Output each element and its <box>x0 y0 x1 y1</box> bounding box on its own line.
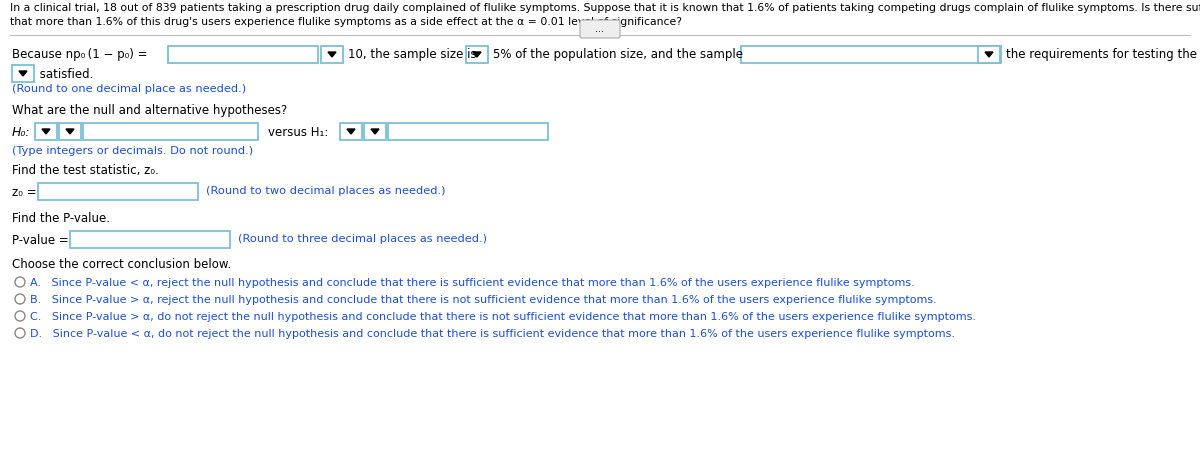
FancyBboxPatch shape <box>70 231 230 248</box>
Circle shape <box>14 328 25 338</box>
FancyBboxPatch shape <box>364 123 386 140</box>
FancyBboxPatch shape <box>978 46 1000 63</box>
FancyBboxPatch shape <box>388 123 548 140</box>
Text: Choose the correct conclusion below.: Choose the correct conclusion below. <box>12 258 232 271</box>
Text: In a clinical trial, 18 out of 839 patients taking a prescription drug daily com: In a clinical trial, 18 out of 839 patie… <box>10 3 1200 13</box>
Text: 10, the sample size is: 10, the sample size is <box>348 48 476 61</box>
FancyBboxPatch shape <box>38 183 198 200</box>
Text: the requirements for testing the hypothesis: the requirements for testing the hypothe… <box>1006 48 1200 61</box>
Text: P-value =: P-value = <box>12 234 68 247</box>
Polygon shape <box>19 71 28 76</box>
Polygon shape <box>347 129 355 134</box>
Polygon shape <box>371 129 379 134</box>
FancyBboxPatch shape <box>168 46 318 63</box>
Text: ...: ... <box>595 24 605 34</box>
Text: Because np₀ (1 − p₀) =: Because np₀ (1 − p₀) = <box>12 48 148 61</box>
Text: (Round to one decimal place as needed.): (Round to one decimal place as needed.) <box>12 84 246 94</box>
Text: Find the P-value.: Find the P-value. <box>12 212 110 225</box>
Polygon shape <box>328 52 336 57</box>
Text: What are the null and alternative hypotheses?: What are the null and alternative hypoth… <box>12 104 287 117</box>
FancyBboxPatch shape <box>12 65 34 82</box>
FancyBboxPatch shape <box>83 123 258 140</box>
Text: versus H₁:: versus H₁: <box>268 126 329 139</box>
Text: that more than 1.6% of this drug's users experience flulike symptoms as a side e: that more than 1.6% of this drug's users… <box>10 17 682 27</box>
Text: satisfied.: satisfied. <box>36 68 94 81</box>
Text: H₀:: H₀: <box>12 126 31 139</box>
FancyBboxPatch shape <box>35 123 58 140</box>
Polygon shape <box>985 52 994 57</box>
Text: A.   Since P-value < α, reject the null hypothesis and conclude that there is su: A. Since P-value < α, reject the null hy… <box>30 278 914 288</box>
Circle shape <box>14 294 25 304</box>
Circle shape <box>14 277 25 287</box>
Polygon shape <box>473 52 481 57</box>
Polygon shape <box>66 129 74 134</box>
FancyBboxPatch shape <box>340 123 362 140</box>
Text: (Type integers or decimals. Do not round.): (Type integers or decimals. Do not round… <box>12 146 253 156</box>
Circle shape <box>14 311 25 321</box>
Text: (Round to two decimal places as needed.): (Round to two decimal places as needed.) <box>206 186 445 196</box>
Text: C.   Since P-value > α, do not reject the null hypothesis and conclude that ther: C. Since P-value > α, do not reject the … <box>30 312 976 322</box>
Text: Find the test statistic, z₀.: Find the test statistic, z₀. <box>12 164 158 177</box>
Text: D.   Since P-value < α, do not reject the null hypothesis and conclude that ther: D. Since P-value < α, do not reject the … <box>30 329 955 339</box>
Polygon shape <box>42 129 50 134</box>
FancyBboxPatch shape <box>322 46 343 63</box>
FancyBboxPatch shape <box>59 123 82 140</box>
Text: B.   Since P-value > α, reject the null hypothesis and conclude that there is no: B. Since P-value > α, reject the null hy… <box>30 295 937 305</box>
FancyBboxPatch shape <box>466 46 488 63</box>
Text: 5% of the population size, and the sample: 5% of the population size, and the sampl… <box>493 48 743 61</box>
FancyBboxPatch shape <box>580 20 620 38</box>
Text: z₀ =: z₀ = <box>12 186 36 199</box>
FancyBboxPatch shape <box>742 46 1001 63</box>
Text: (Round to three decimal places as needed.): (Round to three decimal places as needed… <box>238 234 487 244</box>
